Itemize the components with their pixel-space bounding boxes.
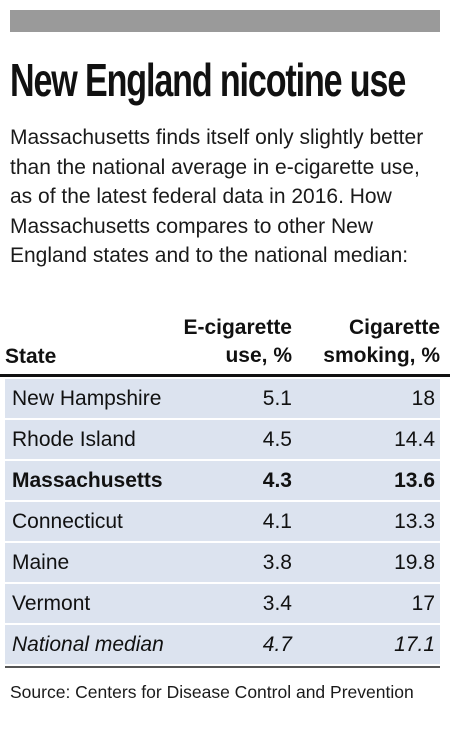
source-note: Source: Centers for Disease Control and … bbox=[10, 682, 414, 702]
table-bottom-divider bbox=[5, 666, 440, 668]
header-divider bbox=[0, 374, 450, 377]
cell-ecig-value: 4.5 bbox=[262, 428, 292, 451]
header-cig-line2: smoking, % bbox=[323, 344, 440, 367]
cell-state: Maine bbox=[12, 551, 70, 574]
cell-ecig-value: 5.1 bbox=[262, 387, 292, 410]
intro-text: Massachusetts finds itself only slightly… bbox=[10, 126, 424, 267]
cell-ecig-value: 3.4 bbox=[262, 592, 292, 615]
table-row: New Hampshire 5.1 18 bbox=[5, 379, 440, 418]
table-row: Rhode Island 4.5 14.4 bbox=[5, 420, 440, 459]
cell-state: Vermont bbox=[12, 592, 91, 615]
table-row: Maine 3.8 19.8 bbox=[5, 543, 440, 582]
table-row: Connecticut 4.1 13.3 bbox=[5, 502, 440, 541]
cell-ecig-value: 4.1 bbox=[262, 510, 292, 533]
cell-state: Connecticut bbox=[12, 510, 123, 533]
header-ecig: E-cigarette use, % bbox=[142, 314, 292, 370]
cell-cig-value: 19.8 bbox=[394, 551, 435, 574]
chart-title: New England nicotine use bbox=[10, 54, 406, 106]
header-ecig-line2: use, % bbox=[225, 344, 292, 367]
header-ecig-line1: E-cigarette bbox=[183, 316, 292, 339]
table-body: New Hampshire 5.1 18 Rhode Island 4.5 14.4 Mas… bbox=[5, 379, 440, 666]
cell-state: Massachusetts bbox=[12, 469, 163, 492]
header-cig-line1: Cigarette bbox=[348, 316, 440, 339]
cell-cig-value: 13.3 bbox=[394, 510, 435, 533]
header-state: State bbox=[5, 345, 57, 368]
cell-cig-value: 18 bbox=[411, 387, 435, 410]
cell-cig-value: 14.4 bbox=[394, 428, 435, 451]
cell-cig-value: 17.1 bbox=[394, 633, 435, 656]
cell-ecig-value: 4.7 bbox=[262, 633, 292, 656]
cell-cig-value: 13.6 bbox=[394, 469, 435, 492]
cell-state: Rhode Island bbox=[12, 428, 136, 451]
top-color-bar bbox=[10, 10, 440, 32]
cell-ecig-value: 4.3 bbox=[262, 469, 292, 492]
header-cig: Cigarette smoking, % bbox=[300, 314, 440, 370]
cell-ecig-value: 3.8 bbox=[262, 551, 292, 574]
cell-cig-value: 17 bbox=[411, 592, 435, 615]
table-row: Vermont 3.4 17 bbox=[5, 584, 440, 623]
cell-state: National median bbox=[12, 633, 164, 656]
table-row: Massachusetts 4.3 13.6 bbox=[5, 461, 440, 500]
table-header: State E-cigarette use, % Cigarette smoki… bbox=[5, 314, 440, 374]
cell-state: New Hampshire bbox=[12, 387, 162, 410]
table-row: National median 4.7 17.1 bbox=[5, 625, 440, 664]
